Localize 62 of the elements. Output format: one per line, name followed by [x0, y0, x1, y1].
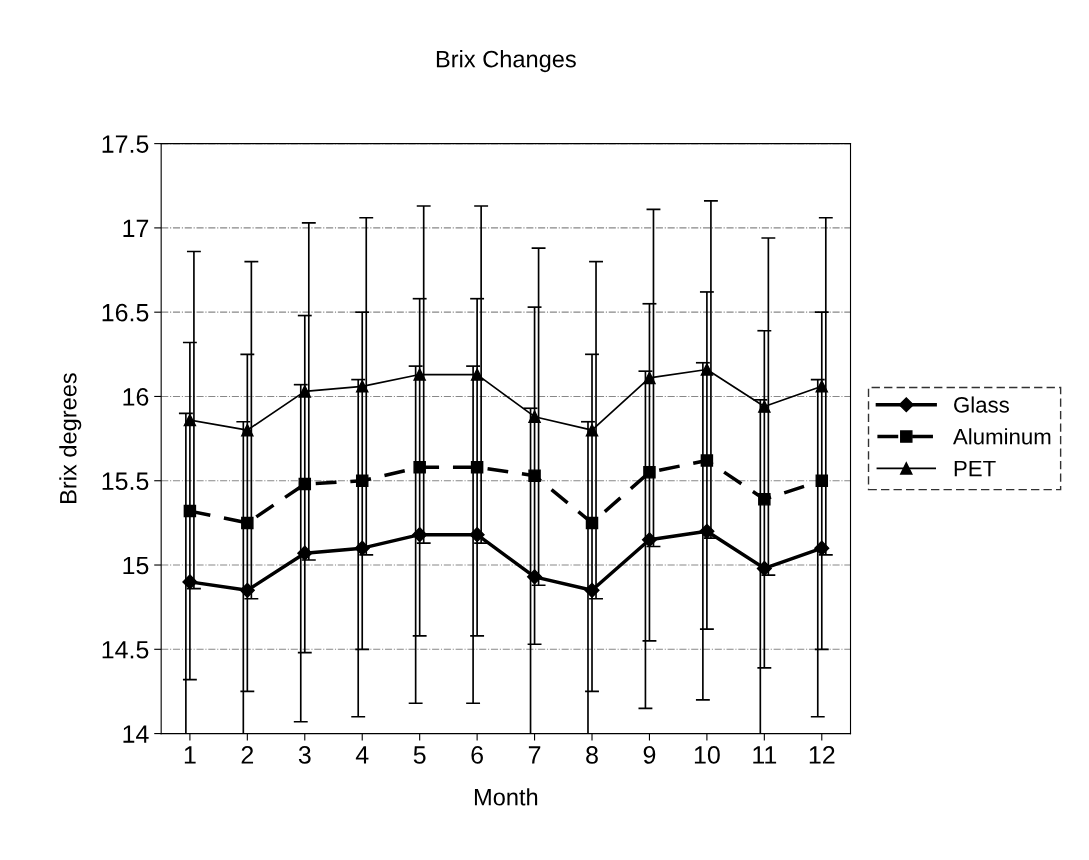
point [183, 413, 197, 427]
point [756, 560, 772, 576]
point [700, 454, 714, 467]
point [413, 461, 426, 474]
point [526, 569, 543, 585]
point [758, 400, 771, 413]
y-tick-label: 16 [123, 388, 149, 406]
point [470, 461, 484, 474]
point [815, 380, 829, 393]
point [182, 574, 198, 590]
x-tick-label: 4 [355, 746, 369, 764]
point [758, 493, 771, 506]
y-tick-label: 15 [123, 556, 149, 575]
y-tick-label: 15.5 [102, 472, 149, 491]
point [469, 527, 485, 543]
point [298, 385, 312, 398]
x-tick-label: 6 [471, 746, 483, 764]
x-axis-title: Month [474, 788, 538, 806]
x-tick-label: 11 [753, 746, 777, 764]
point [643, 466, 656, 479]
point [643, 371, 656, 385]
point [641, 532, 658, 548]
x-tick-label: 12 [809, 746, 835, 764]
x-tick-label: 10 [694, 746, 720, 764]
x-tick-label: 7 [528, 746, 541, 764]
legend-label: Aluminum [953, 428, 1051, 445]
point [298, 477, 312, 491]
point [585, 423, 599, 437]
point [815, 474, 829, 487]
point [412, 527, 428, 543]
y-tick-label: 14.5 [102, 641, 149, 659]
y-tick-label: 17 [123, 219, 149, 237]
y-tick-label: 16.5 [102, 303, 149, 322]
point [585, 516, 599, 530]
point [413, 368, 426, 381]
point [354, 540, 370, 556]
x-tick-label: 8 [586, 746, 598, 764]
point [699, 523, 715, 539]
x-tick-label: 2 [241, 746, 254, 764]
x-tick-label: 5 [413, 746, 426, 764]
point [183, 504, 197, 518]
point [528, 410, 541, 423]
point [297, 545, 313, 561]
point [241, 516, 254, 530]
y-tick-label: 17.5 [102, 135, 149, 153]
x-tick-label: 1 [184, 746, 196, 764]
point [470, 368, 484, 381]
point [528, 469, 541, 482]
point [700, 363, 714, 376]
chart-title: Brix Changes [436, 50, 576, 73]
point [814, 540, 830, 556]
x-tick-label: 3 [298, 746, 311, 764]
legend-label: Glass [954, 396, 1009, 413]
point [584, 582, 600, 598]
y-axis-title: Brix degrees [59, 373, 82, 503]
point [355, 474, 369, 487]
point [355, 380, 369, 393]
legend-label: PET [954, 460, 996, 477]
point [239, 582, 255, 598]
y-tick-label: 14 [123, 725, 149, 743]
point [241, 423, 254, 437]
x-tick-label: 9 [643, 746, 656, 764]
